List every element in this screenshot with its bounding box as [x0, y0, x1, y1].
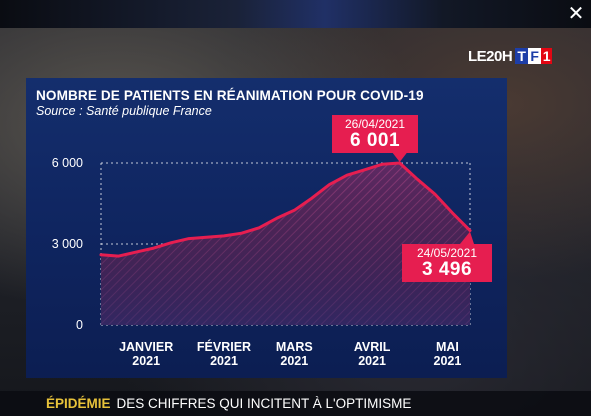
- tf1-letter-f: F: [528, 48, 542, 64]
- ticker-bar: [0, 391, 591, 416]
- top-band: [0, 0, 591, 28]
- close-icon[interactable]: ✕: [567, 1, 585, 25]
- x-tick-year-3: 2021: [358, 354, 386, 368]
- tf1-letter-1: 1: [541, 48, 553, 64]
- chart-title: NOMBRE DE PATIENTS EN RÉANIMATION POUR C…: [36, 88, 424, 103]
- series-line: [99, 161, 472, 258]
- ticker-text: DES CHIFFRES QUI INCITENT À L'OPTIMISME: [116, 396, 412, 411]
- last-callout-pointer: [460, 231, 474, 244]
- peak-callout: 26/04/2021 6 001: [332, 115, 418, 153]
- x-tick-year-1: 2021: [210, 354, 238, 368]
- y-tick-label-0: 0: [76, 318, 83, 332]
- peak-callout-pointer: [392, 153, 407, 162]
- x-tick-year-2: 2021: [280, 354, 308, 368]
- series-area-shade: [101, 163, 470, 325]
- peak-date-label: 26/04/2021: [344, 116, 406, 131]
- channel-logo: LE20H T F 1: [468, 47, 553, 65]
- last-callout: 24/05/2021 3 496: [402, 244, 492, 282]
- chart-subtitle: Source : Santé publique France: [36, 104, 212, 118]
- y-tick-label-2: 6 000: [52, 156, 83, 170]
- tf1-letter-t: T: [515, 48, 529, 64]
- logo-text: LE20H: [468, 47, 513, 65]
- last-date-label: 24/05/2021: [416, 245, 478, 260]
- y-tick-label-1: 3 000: [52, 237, 83, 251]
- last-value-label: 3 496: [421, 258, 473, 280]
- x-tick-label-1: FÉVRIER: [197, 339, 251, 354]
- ticker-lead: ÉPIDÉMIE: [46, 396, 111, 411]
- x-tick-year-0: 2021: [132, 354, 160, 368]
- x-tick-label-2: MARS: [276, 340, 313, 354]
- x-tick-label-0: JANVIER: [119, 340, 173, 354]
- tf1-logo-icon: T F 1: [515, 48, 553, 64]
- x-tick-label-4: MAI: [436, 340, 459, 354]
- x-tick-label-3: AVRIL: [354, 340, 391, 354]
- peak-value-label: 6 001: [349, 129, 401, 151]
- ticker: ÉPIDÉMIE DES CHIFFRES QUI INCITENT À L'OP…: [46, 396, 411, 411]
- x-tick-year-4: 2021: [434, 354, 462, 368]
